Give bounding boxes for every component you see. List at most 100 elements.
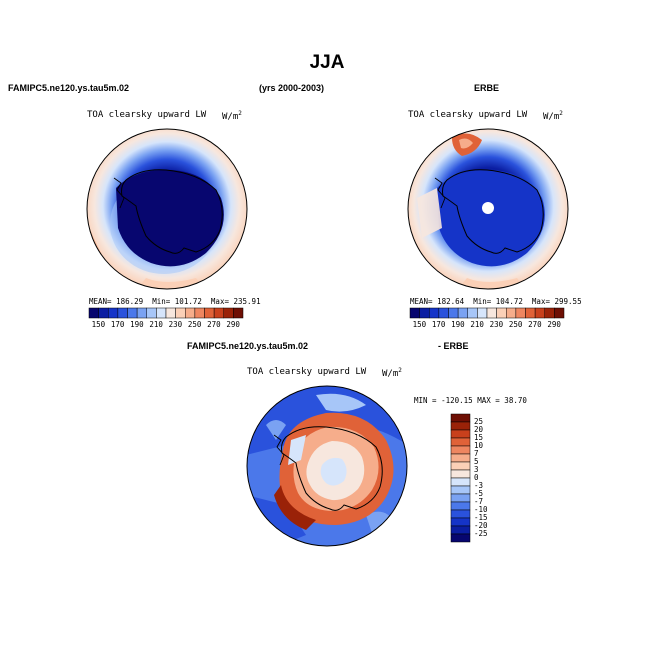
obs-units-label: W/m2 [543, 110, 563, 122]
colorbar-tick-label: 270 [207, 320, 221, 329]
colorbar-tick-label: -15 [474, 513, 488, 522]
colorbar-tick-label: 3 [474, 465, 479, 474]
colorbar-tick-label: 7 [474, 449, 479, 458]
colorbar-swatch [127, 307, 138, 319]
colorbar-swatch [136, 307, 147, 319]
colorbar-swatch [450, 461, 471, 471]
colorbar-tick-label: 0 [474, 473, 479, 482]
colorbar-swatch [450, 533, 471, 543]
colorbar-tick-label: 230 [489, 320, 504, 329]
colorbar-swatch [213, 307, 224, 319]
colorbar-tick-label: 190 [451, 320, 465, 329]
colorbar-swatch [554, 307, 565, 319]
colorbar-swatch [544, 307, 555, 319]
period-label: (yrs 2000-2003) [259, 83, 325, 93]
diff-minus-label: - ERBE [438, 341, 469, 351]
colorbar-tick-label: 10 [474, 441, 484, 450]
colorbar-swatch [450, 517, 471, 527]
colorbar-tick-label: -5 [474, 489, 484, 498]
colorbar-tick-label: 270 [528, 320, 542, 329]
diff-colorbar [450, 413, 471, 543]
main-title: JJA [309, 52, 345, 73]
model-variable-label: TOA clearsky upward LW [87, 110, 207, 120]
colorbar-tick-label: 170 [110, 320, 125, 329]
colorbar-swatch [450, 485, 471, 495]
diff-case-label: FAMIPC5.ne120.ys.tau5m.02 [187, 341, 309, 351]
colorbar-tick-label: 290 [547, 320, 561, 329]
colorbar-tick-label: -3 [474, 481, 484, 490]
colorbar-swatch [450, 477, 471, 487]
colorbar-swatch [486, 307, 497, 319]
colorbar-tick-label: -7 [474, 497, 484, 506]
colorbar-swatch [450, 413, 471, 423]
colorbar-swatch [98, 307, 109, 319]
colorbar-swatch [419, 307, 430, 319]
colorbar-swatch [233, 307, 244, 319]
colorbar-swatch [450, 525, 471, 535]
diff-polar-map [246, 385, 408, 547]
colorbar-swatch [525, 307, 536, 319]
colorbar-swatch [496, 307, 507, 319]
obs-case-label: ERBE [474, 83, 500, 93]
colorbar-swatch [429, 307, 440, 319]
colorbar-swatch [450, 437, 471, 447]
diff-units-label: W/m2 [382, 367, 402, 379]
colorbar-swatch [467, 307, 478, 319]
colorbar-tick-label: 210 [149, 320, 163, 329]
colorbar-swatch [450, 493, 471, 503]
colorbar-tick-label: 190 [130, 320, 144, 329]
colorbar-tick-label: 150 [91, 320, 106, 329]
colorbar-swatch [515, 307, 526, 319]
model-case-label: FAMIPC5.ne120.ys.tau5m.02 [8, 83, 130, 93]
colorbar-swatch [457, 307, 468, 319]
colorbar-swatch [165, 307, 176, 319]
colorbar-tick-label: -20 [474, 521, 488, 530]
colorbar-swatch [450, 453, 471, 463]
colorbar-swatch [450, 469, 471, 479]
colorbar-tick-label: 290 [226, 320, 240, 329]
colorbar-tick-label: 230 [168, 320, 183, 329]
colorbar-tick-label: 250 [187, 320, 202, 329]
colorbar-swatch [438, 307, 449, 319]
colorbar-swatch [204, 307, 215, 319]
colorbar-swatch [450, 421, 471, 431]
diff-variable-label: TOA clearsky upward LW [247, 367, 367, 377]
colorbar-tick-label: 250 [508, 320, 523, 329]
colorbar-tick-label: 170 [431, 320, 446, 329]
colorbar-swatch [175, 307, 186, 319]
colorbar-swatch [409, 307, 420, 319]
colorbar-tick-label: 15 [474, 433, 484, 442]
colorbar-tick-label: 210 [470, 320, 484, 329]
colorbar-swatch [450, 509, 471, 519]
colorbar-swatch [117, 307, 128, 319]
colorbar-tick-label: -25 [474, 529, 488, 538]
colorbar-tick-label: 5 [474, 457, 479, 466]
colorbar-tick-label: 20 [474, 425, 484, 434]
model-colorbar [88, 307, 244, 319]
model-units-label: W/m2 [222, 110, 242, 122]
obs-variable-label: TOA clearsky upward LW [408, 110, 528, 120]
colorbar-tick-label: 150 [412, 320, 427, 329]
colorbar-swatch [477, 307, 488, 319]
colorbar-swatch [534, 307, 545, 319]
model-polar-map [86, 128, 248, 290]
colorbar-swatch [450, 429, 471, 439]
obs-colorbar [409, 307, 565, 319]
colorbar-swatch [146, 307, 157, 319]
colorbar-swatch [88, 307, 99, 319]
colorbar-swatch [448, 307, 459, 319]
obs-stats: MEAN= 182.64 Min= 104.72 Max= 299.55 [410, 297, 582, 306]
colorbar-tick-label: -10 [474, 505, 488, 514]
diff-minmax: MIN = -120.15 MAX = 38.70 [414, 396, 527, 405]
colorbar-swatch [156, 307, 167, 319]
model-stats: MEAN= 186.29 Min= 101.72 Max= 235.91 [89, 297, 261, 306]
colorbar-swatch [450, 445, 471, 455]
obs-polar-map [407, 128, 569, 290]
colorbar-swatch [194, 307, 205, 319]
colorbar-tick-label: 25 [474, 417, 484, 426]
colorbar-swatch [223, 307, 234, 319]
colorbar-swatch [506, 307, 517, 319]
colorbar-swatch [450, 501, 471, 511]
colorbar-swatch [185, 307, 196, 319]
colorbar-swatch [108, 307, 119, 319]
